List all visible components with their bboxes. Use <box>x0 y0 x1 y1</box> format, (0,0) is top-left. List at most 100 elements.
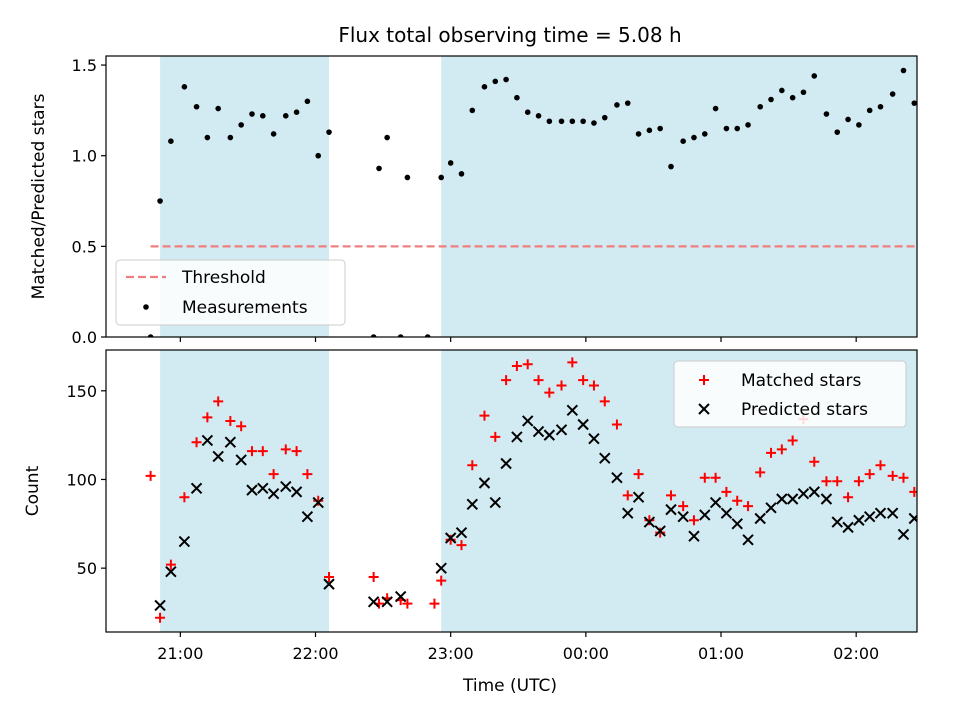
predicted-stars-point-29 <box>543 429 556 441</box>
predicted-stars-point-24-glyph <box>489 496 501 509</box>
y-tick-label: 150 <box>66 382 97 401</box>
matched-stars-point-1-glyph <box>155 612 166 623</box>
matched-stars-point-26-glyph <box>467 460 478 471</box>
measurements-point-48 <box>712 105 719 112</box>
measurements-point-50 <box>734 125 741 132</box>
measurements-point-14 <box>304 98 311 105</box>
legend-predicted-swatch <box>698 403 710 415</box>
y-tick-label: 0.5 <box>72 237 97 256</box>
matched-stars-point-45 <box>678 501 689 512</box>
predicted-stars-point-15 <box>323 578 335 590</box>
measurements-point-7 <box>227 134 234 141</box>
predicted-stars-point-39 <box>654 525 666 537</box>
matched-stars-point-21 <box>402 598 413 609</box>
matched-stars-point-39-glyph <box>611 419 622 430</box>
matched-stars-point-29-glyph <box>501 375 512 386</box>
matched-stars-point-28-glyph <box>490 431 501 442</box>
measurements-point-65 <box>900 67 907 74</box>
predicted-stars-point-21 <box>455 526 468 539</box>
predicted-stars-point-54 <box>820 493 833 505</box>
predicted-stars-point-28-glyph <box>532 425 545 438</box>
predicted-stars-point-14-glyph <box>312 496 324 509</box>
predicted-stars-point-45-glyph <box>720 507 733 519</box>
x-tick-label: 02:00 <box>833 644 879 663</box>
measurements-point-56 <box>800 89 807 96</box>
matched-stars-point-55 <box>787 435 798 446</box>
predicted-stars-point-11-glyph <box>280 480 292 493</box>
measurements-point-5 <box>204 134 211 141</box>
plot-area <box>147 56 917 337</box>
measurements-point-40 <box>624 100 631 106</box>
matched-stars-point-37 <box>588 380 599 391</box>
predicted-stars-point-26-glyph <box>511 431 523 443</box>
matched-stars-point-34-glyph <box>556 380 567 391</box>
predicted-stars-point-9-glyph <box>257 482 269 495</box>
matched-stars-point-4 <box>191 437 202 448</box>
matched-stars-point-22-glyph <box>429 598 440 609</box>
measurements-point-66 <box>911 100 917 106</box>
predicted-stars-point-44-glyph <box>709 496 722 509</box>
predicted-stars-point-20-glyph <box>444 532 457 544</box>
matched-stars-point-41 <box>633 469 644 480</box>
predicted-stars-point-43-glyph <box>699 509 711 521</box>
predicted-stars-point-1-glyph <box>165 565 177 578</box>
matched-stars-point-41-glyph <box>633 469 644 480</box>
matched-stars-point-11-glyph <box>268 469 279 480</box>
figure-title: Flux total observing time = 5.08 h <box>338 23 681 47</box>
matched-stars-point-57 <box>809 456 820 467</box>
matched-stars-point-39 <box>611 419 622 430</box>
x-tick-label: 00:00 <box>563 644 609 663</box>
predicted-stars-point-37 <box>632 491 645 503</box>
predicted-stars-point-56-glyph <box>842 521 854 534</box>
matched-stars-point-0 <box>145 470 156 481</box>
matched-stars-point-33 <box>544 387 555 398</box>
observing-interval-1 <box>441 56 917 337</box>
measurements-point-45 <box>680 138 686 145</box>
matched-stars-point-34 <box>556 380 567 391</box>
matched-stars-point-51 <box>743 501 754 512</box>
predicted-stars-point-51 <box>786 493 799 505</box>
matched-stars-point-3 <box>179 492 190 503</box>
matched-stars-point-58 <box>821 476 832 487</box>
matched-stars-point-31-glyph <box>522 359 533 370</box>
matched-stars-point-26 <box>467 460 478 471</box>
predicted-stars-point-41 <box>677 511 689 523</box>
matched-stars-point-64 <box>887 470 898 481</box>
matched-stars-point-59-glyph <box>832 476 843 487</box>
matched-stars-point-3-glyph <box>179 492 190 503</box>
measurements-point-52 <box>757 103 764 110</box>
measurements-point-33 <box>546 118 553 125</box>
predicted-stars-point-35-glyph <box>611 471 623 484</box>
matched-stars-point-12-glyph <box>280 444 291 455</box>
predicted-stars-point-61 <box>897 528 910 541</box>
matched-stars-point-5-glyph <box>202 412 213 423</box>
measurements-point-51 <box>745 122 751 128</box>
matched-stars-point-66-glyph <box>909 486 917 497</box>
measurements-point-35 <box>569 118 576 125</box>
predicted-stars-point-43 <box>699 509 711 521</box>
measurements-point-8 <box>238 122 244 128</box>
matched-stars-point-22 <box>429 598 440 609</box>
matched-stars-point-66 <box>909 486 917 497</box>
predicted-stars-point-62-glyph <box>908 512 917 525</box>
measurements-point-54 <box>779 87 785 94</box>
matched-stars-point-38-glyph <box>599 396 610 407</box>
predicted-stars-point-48-glyph <box>754 512 766 525</box>
predicted-stars-point-9 <box>257 482 269 495</box>
predicted-stars-point-33-glyph <box>588 432 600 445</box>
predicted-stars-point-55 <box>831 516 843 528</box>
matched-stars-point-55-glyph <box>787 435 798 446</box>
y-tick-label: 50 <box>77 559 97 578</box>
predicted-stars-point-20 <box>444 532 457 544</box>
predicted-stars-point-10-glyph <box>267 487 280 500</box>
matched-stars-point-36-glyph <box>578 375 589 386</box>
measurements-point-57 <box>811 73 818 79</box>
predicted-stars-point-48 <box>754 512 766 525</box>
predicted-stars-point-11 <box>280 480 292 493</box>
predicted-stars-point-24 <box>489 496 501 509</box>
predicted-stars-point-52 <box>797 487 810 500</box>
matched-stars-point-40 <box>622 490 633 501</box>
predicted-stars-point-32-glyph <box>577 418 589 431</box>
predicted-stars-point-34-glyph <box>599 452 611 464</box>
